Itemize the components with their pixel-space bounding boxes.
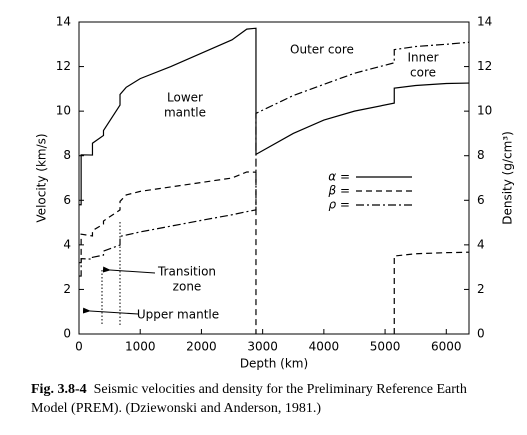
y-tick-label: 2 (63, 282, 71, 296)
annotation: Transition (157, 265, 216, 279)
series-line (79, 41, 470, 277)
chart: Depth (km) Velocity (km/s) Density (g/cm… (35, 15, 515, 371)
x-axis-label: Depth (km) (240, 357, 308, 371)
annotation: Upper mantle (137, 308, 219, 322)
annotation: mantle (164, 106, 206, 120)
y2-tick-label: 0 (477, 327, 485, 341)
x-tick-label: 6000 (431, 340, 462, 354)
caption-label: Fig. 3.8-4 (31, 382, 87, 397)
x-tick-label: 4000 (309, 340, 340, 354)
x-tick-label: 1000 (125, 340, 156, 354)
arrow (102, 266, 156, 274)
x-tick-label: 2000 (186, 340, 217, 354)
series-line (79, 171, 470, 334)
legend-label: ρ = (329, 198, 351, 212)
x-tick-label: 0 (75, 340, 83, 354)
annotation: Lower (167, 91, 203, 105)
y2-tick-label: 12 (477, 59, 492, 73)
plot-frame (78, 21, 470, 335)
y-tick-label: 12 (56, 59, 71, 73)
y2-tick-label: 8 (477, 148, 485, 162)
arrow (82, 307, 139, 315)
annotation: core (410, 66, 436, 80)
y-tick-label: 8 (63, 148, 71, 162)
x-tick-label: 5000 (370, 340, 401, 354)
y2-tick-label: 4 (477, 237, 485, 251)
y-tick-label: 10 (56, 104, 71, 118)
y2-axis-label: Density (g/cm³) (501, 131, 515, 225)
y-tick-label: 14 (56, 15, 71, 29)
y2-tick-label: 6 (477, 193, 485, 207)
annotation: Inner (407, 51, 438, 65)
y-tick-label: 0 (63, 327, 71, 341)
y-tick-label: 4 (63, 237, 71, 251)
legend-label: α = (328, 170, 350, 184)
series-line (79, 27, 470, 206)
annotation: Outer core (290, 43, 354, 57)
annotation: zone (173, 280, 202, 294)
y-axis-label: Velocity (km/s) (35, 133, 49, 222)
legend-label: β = (327, 184, 350, 198)
caption-text: Seismic velocities and density for the P… (31, 382, 467, 416)
caption: Fig. 3.8-4 Seismic velocities and densit… (31, 380, 501, 418)
x-tick-label: 3000 (247, 340, 278, 354)
y2-tick-label: 2 (477, 282, 485, 296)
y-tick-label: 6 (63, 193, 71, 207)
y2-tick-label: 10 (477, 104, 492, 118)
y2-tick-label: 14 (477, 15, 492, 29)
